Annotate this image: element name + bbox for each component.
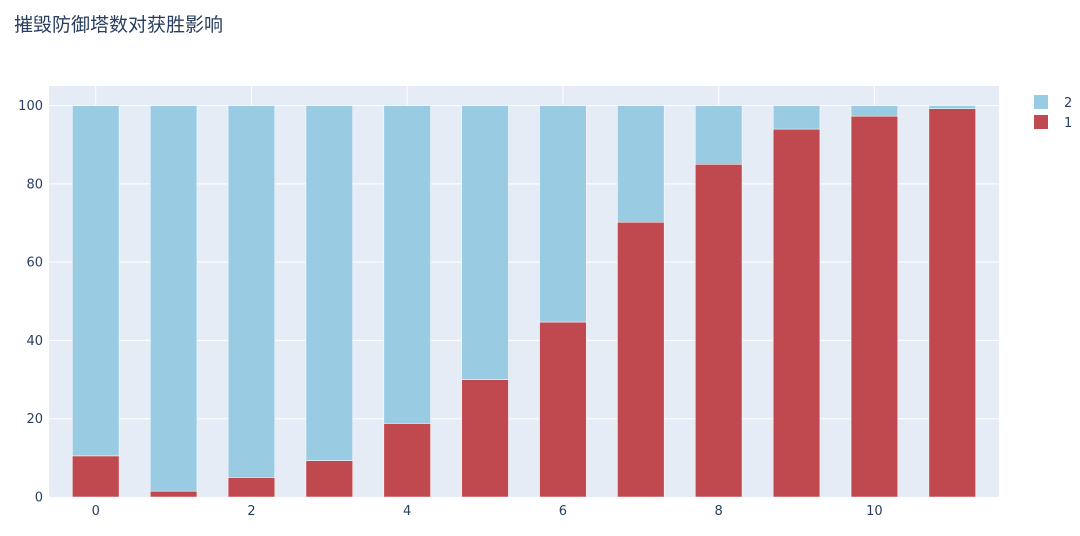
x-tick-label: 8	[715, 504, 723, 519]
bar-series-1[interactable]	[695, 164, 743, 498]
bar-series-2[interactable]	[850, 105, 899, 117]
bar-series-1[interactable]	[850, 115, 899, 498]
bar-series-1[interactable]	[617, 221, 665, 498]
bar-series-1[interactable]	[539, 321, 587, 498]
legend-swatch-1[interactable]	[1034, 115, 1048, 129]
x-tick-label: 2	[247, 504, 255, 519]
bar-series-1[interactable]	[72, 455, 120, 498]
bar-series-1[interactable]	[383, 423, 431, 498]
axis-tick-labels: 0 20 40 60 80 100 0 2 4 6 8 10	[18, 99, 883, 519]
legend[interactable]: 21	[1034, 95, 1072, 131]
bar-layer	[72, 105, 976, 498]
y-tick-label: 60	[26, 256, 43, 271]
bar-series-2[interactable]	[149, 105, 198, 492]
bar-series-2[interactable]	[227, 105, 276, 478]
y-tick-label: 0	[35, 491, 43, 506]
bar-series-2[interactable]	[72, 105, 120, 457]
bar-series-1[interactable]	[772, 128, 821, 498]
plot-background	[49, 86, 999, 497]
x-tick-label: 6	[559, 504, 567, 519]
bar-series-2[interactable]	[928, 105, 976, 109]
bar-series-2[interactable]	[539, 105, 587, 323]
bar-series-1[interactable]	[305, 460, 353, 498]
x-tick-label: 10	[866, 504, 883, 519]
bar-series-1[interactable]	[227, 477, 276, 498]
legend-label-2[interactable]: 2	[1064, 96, 1072, 111]
legend-swatch-2[interactable]	[1034, 95, 1048, 109]
bar-series-1[interactable]	[149, 490, 198, 498]
y-tick-label: 40	[26, 334, 43, 349]
bar-series-2[interactable]	[461, 105, 509, 380]
bar-series-2[interactable]	[305, 105, 353, 461]
y-tick-label: 20	[26, 412, 43, 427]
bar-series-2[interactable]	[383, 105, 431, 424]
bar-series-1[interactable]	[461, 379, 509, 498]
bar-series-2[interactable]	[695, 105, 743, 165]
y-tick-label: 100	[18, 99, 43, 114]
y-tick-label: 80	[26, 177, 43, 192]
chart-title: 摧毁防御塔数对获胜影响	[14, 14, 224, 36]
x-tick-label: 0	[92, 504, 100, 519]
bar-series-2[interactable]	[772, 105, 821, 130]
bar-series-2[interactable]	[617, 105, 665, 223]
legend-label-1[interactable]: 1	[1064, 116, 1072, 131]
x-tick-label: 4	[403, 504, 411, 519]
bar-series-1[interactable]	[928, 108, 976, 498]
